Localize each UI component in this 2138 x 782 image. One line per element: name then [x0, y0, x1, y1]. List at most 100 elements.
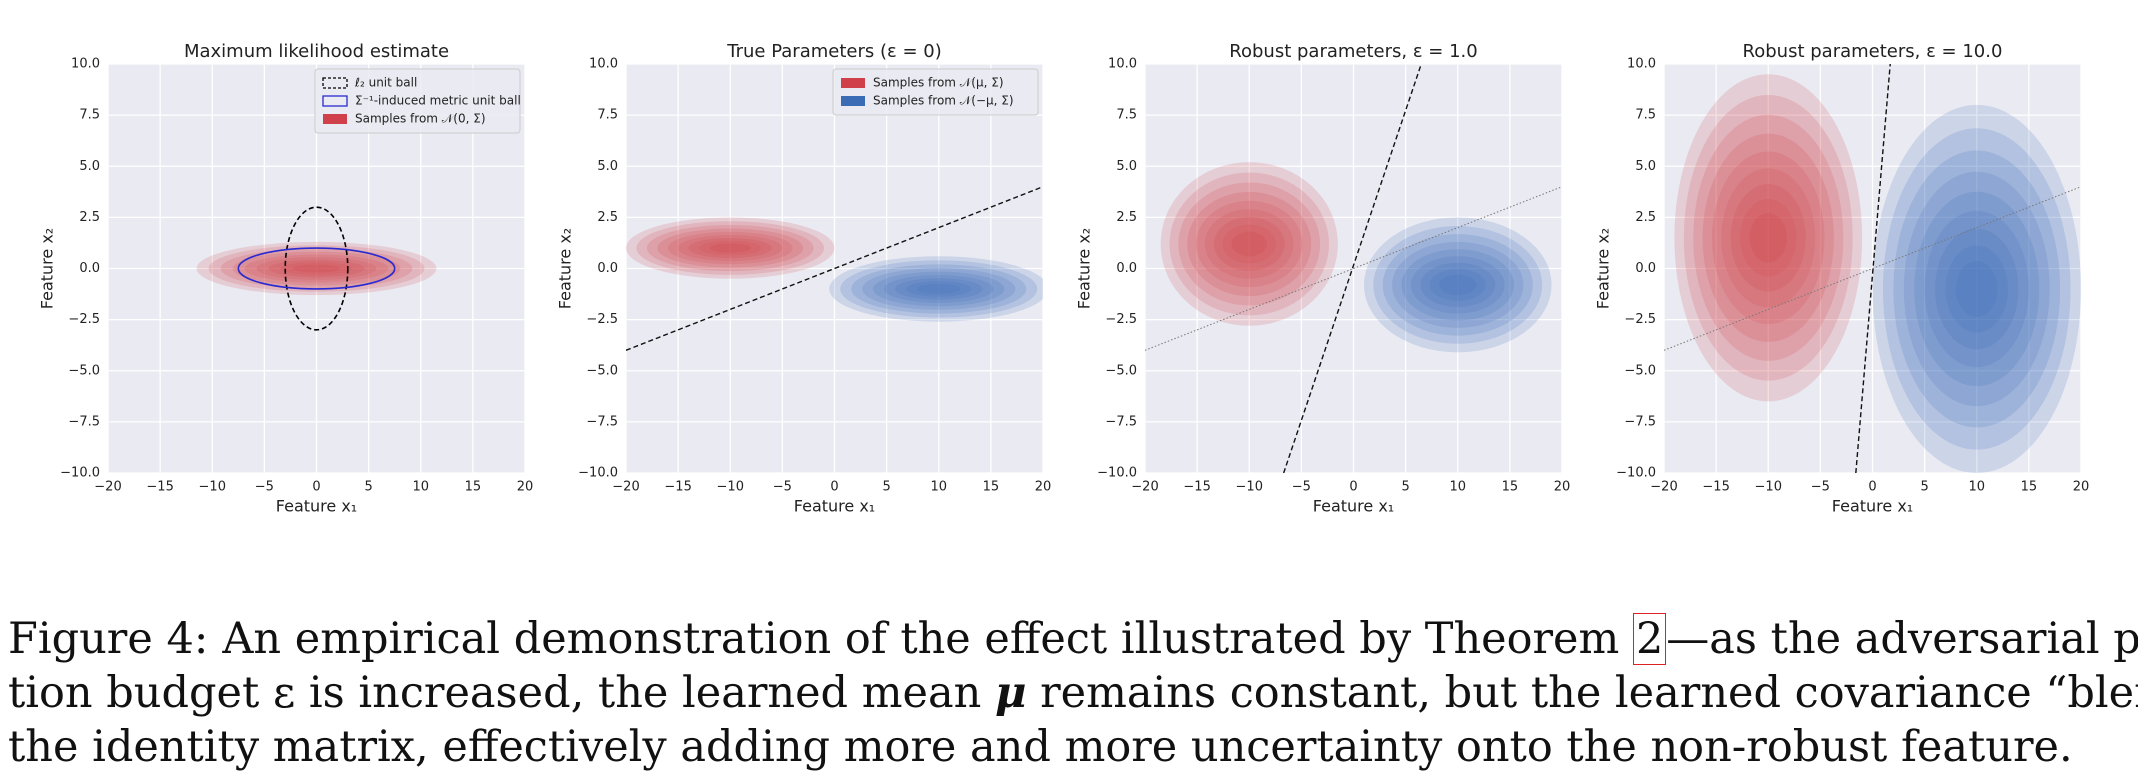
decision-boundary	[1855, 64, 1891, 473]
charts: −20 −15 −10 −5 0 5 10 15 20 −10.0 −7.5 −5.0 −2.5 0.0 2…	[38, 41, 2090, 516]
caption-symbol: μ	[994, 668, 1027, 718]
density-contour	[1392, 241, 1524, 328]
y-tick-label: 7.5	[597, 108, 618, 123]
y-tick-label: 10.0	[1108, 57, 1137, 72]
density-contour	[1740, 199, 1797, 277]
x-tick-label: 20	[1554, 480, 1571, 495]
density-contour	[1893, 150, 2061, 428]
y-tick-label: −10.0	[60, 466, 100, 481]
x-tick-label: 0	[830, 480, 838, 495]
y-axis-label: Feature x₂	[556, 228, 575, 309]
y-tick-label: 0.0	[79, 261, 100, 276]
density-contour	[1955, 260, 1998, 317]
panel: −20 −15 −10 −5 0 5 10 15 20 −10.0 −7.5 −5.0 −2.5 0.0 2…	[1075, 41, 1571, 516]
plot-area	[626, 186, 1043, 351]
y-tick-label: −2.5	[68, 312, 100, 327]
x-tick-label: 20	[517, 480, 534, 495]
legend-box	[314, 68, 521, 134]
y-tick-label: −10.0	[1097, 466, 1137, 481]
legend-box	[832, 68, 1039, 116]
density-contour	[709, 243, 752, 253]
x-tick-label: −5	[1292, 480, 1311, 495]
y-tick-label: 10.0	[589, 57, 618, 72]
y-tick-label: 7.5	[1635, 108, 1656, 123]
x-tick-label: −5	[255, 480, 274, 495]
density-contour	[636, 221, 825, 275]
caption-text: —as the adversarial perturba-	[1666, 614, 2138, 664]
density-contour	[280, 262, 353, 275]
x-tick-label: −5	[1811, 480, 1830, 495]
x-tick-label: 15	[1502, 480, 1519, 495]
density-contour	[862, 268, 1016, 310]
density-contour	[1420, 262, 1496, 307]
x-tick-label: 10	[1968, 480, 1985, 495]
density-contour	[1401, 249, 1515, 321]
y-tick-label: 5.0	[79, 159, 100, 174]
density-contour	[1721, 168, 1816, 308]
y-tick-label: −10.0	[578, 466, 618, 481]
legend-label: Samples from 𝒩(μ, Σ)	[873, 76, 1004, 90]
density-contour	[1711, 151, 1825, 325]
caption-text: the identity matrix, effectively adding …	[8, 722, 2073, 772]
x-tick-label: 20	[1035, 480, 1052, 495]
density-contour	[1178, 182, 1321, 306]
y-tick-label: 2.5	[79, 210, 100, 225]
density-contour	[884, 275, 994, 303]
density-contour	[1213, 217, 1285, 271]
y-tick-label: −2.5	[1105, 312, 1137, 327]
legend-swatch	[323, 114, 347, 124]
caption-line: tion budget ε is increased, the learned …	[8, 666, 2138, 720]
density-contour	[1438, 274, 1477, 296]
panel: −20 −15 −10 −5 0 5 10 15 20 −10.0 −7.5 −5.0 −2.5 0.0 2…	[1594, 41, 2090, 516]
density-contour	[1429, 268, 1486, 301]
y-tick-label: −2.5	[1624, 312, 1656, 327]
x-tick-label: 10	[412, 480, 429, 495]
x-tick-label: 15	[983, 480, 1000, 495]
legend-swatch	[322, 77, 348, 89]
density-contour	[688, 237, 772, 259]
y-tick-label: 5.0	[1635, 159, 1656, 174]
x-tick-label: −10	[1236, 480, 1263, 495]
y-tick-label: 5.0	[1116, 159, 1137, 174]
density-contour	[1872, 104, 2081, 473]
y-tick-label: 2.5	[1635, 210, 1656, 225]
x-tick-label: 5	[1401, 480, 1409, 495]
density-contour	[208, 245, 425, 292]
y-tick-label: 10.0	[1627, 57, 1656, 72]
y-tick-label: −7.5	[1105, 414, 1137, 429]
legend: Samples from 𝒩(μ, Σ) Samples from 𝒩(−μ, Σ…	[832, 68, 1039, 116]
legend: ℓ₂ unit ball Σ⁻¹-induced metric unit ball…	[314, 68, 521, 134]
density-contour	[1730, 184, 1806, 292]
y-tick-label: −5.0	[1624, 363, 1656, 378]
density-contour	[1903, 171, 2050, 407]
density-contour	[829, 256, 1043, 322]
density-contour	[1169, 172, 1330, 316]
density-contour	[1196, 200, 1303, 288]
density-contour	[1382, 234, 1533, 336]
density-contour	[1160, 162, 1338, 326]
density-contour	[1693, 114, 1844, 361]
caption-line: the identity matrix, effectively adding …	[8, 720, 2128, 774]
x-tick-label: −10	[717, 480, 744, 495]
y-axis-label: Feature x₂	[1594, 228, 1613, 309]
density-contour	[1935, 228, 2019, 350]
x-tick-label: −20	[612, 480, 639, 495]
chart-title: Robust parameters, ε = 10.0	[1743, 41, 2003, 62]
plot-area	[1664, 64, 2081, 473]
legend-swatch	[322, 95, 348, 107]
theorem-ref[interactable]: 2	[1632, 613, 1667, 665]
y-tick-label: −7.5	[68, 414, 100, 429]
y-axis-label: Feature x₂	[38, 228, 57, 309]
y-axis-label: Feature x₂	[1075, 228, 1094, 309]
chart-title: Robust parameters, ε = 1.0	[1229, 41, 1477, 62]
density-contour	[256, 257, 377, 280]
x-axis-label: Feature x₁	[1832, 497, 1913, 516]
y-tick-label: −5.0	[1105, 363, 1137, 378]
density-contour	[667, 231, 793, 265]
x-tick-label: 5	[364, 480, 372, 495]
x-tick-label: −10	[1755, 480, 1782, 495]
y-tick-label: 2.5	[597, 210, 618, 225]
density-contour	[916, 283, 961, 294]
y-tick-label: −5.0	[586, 363, 618, 378]
